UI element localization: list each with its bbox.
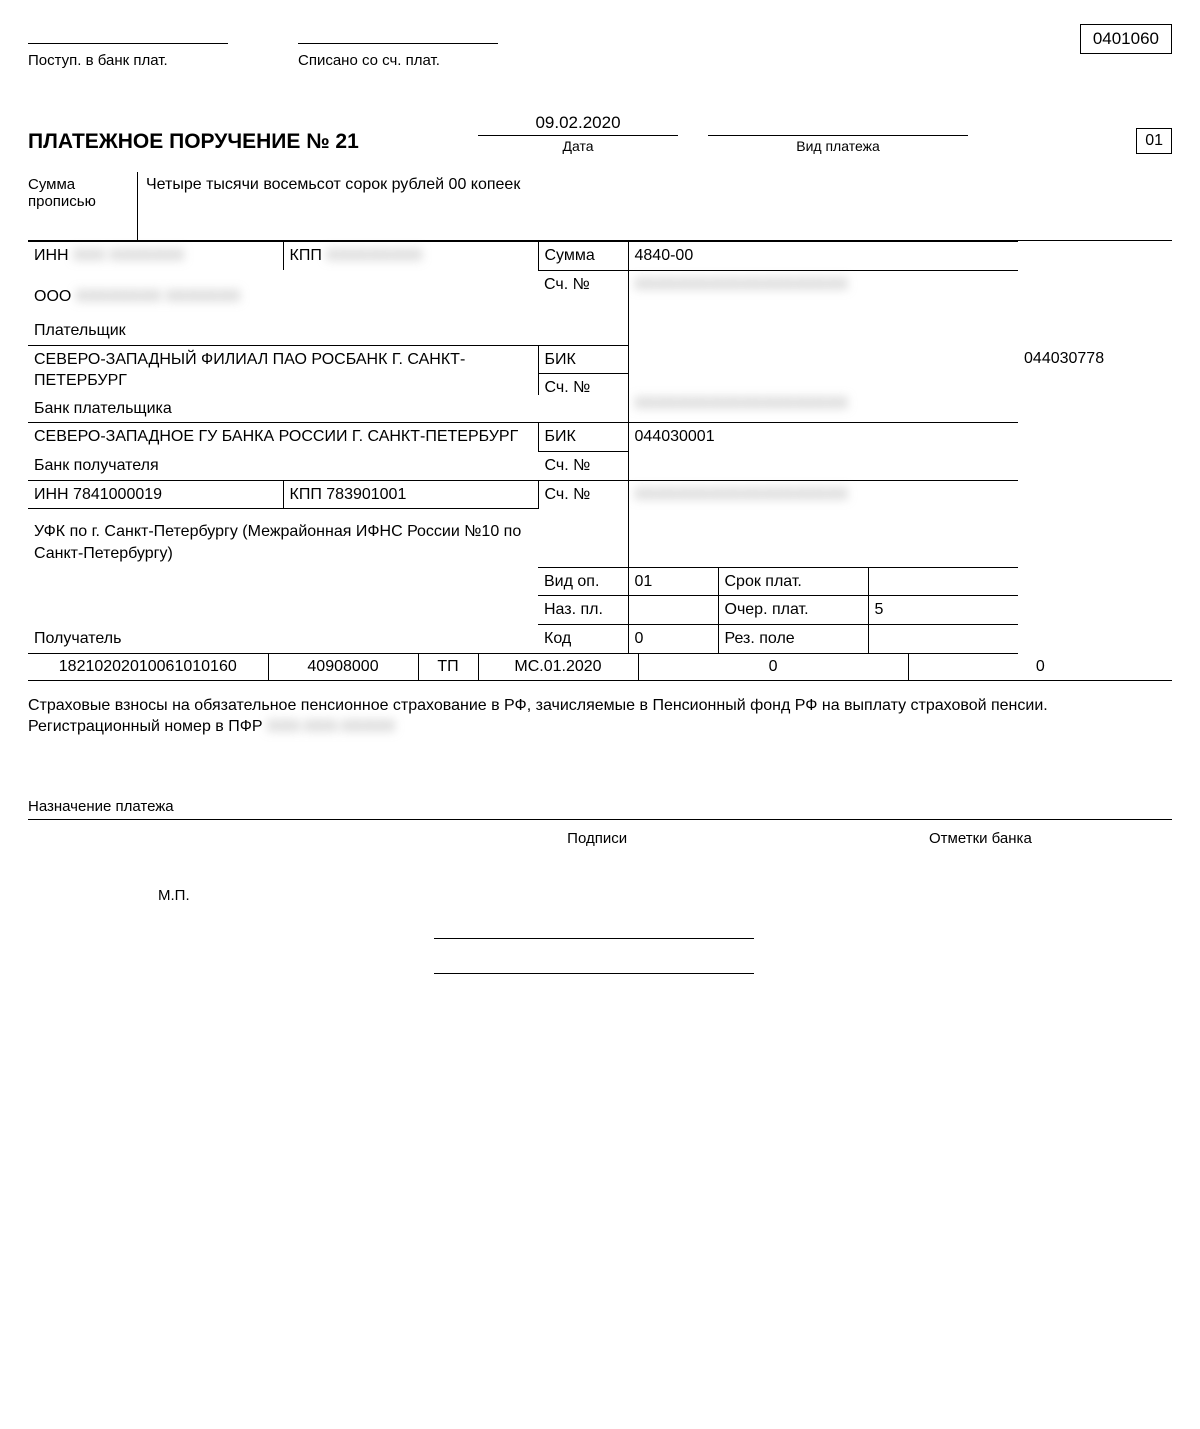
tax-doc-num: 0 (638, 654, 908, 681)
footer-row: Подписи Отметки банка (28, 830, 1172, 847)
vid-op-label: Вид оп. (538, 567, 628, 596)
doc-title: ПЛАТЕЖНОЕ ПОРУЧЕНИЕ № 21 (28, 130, 478, 154)
payer-kpp-label: КПП (290, 247, 322, 264)
payee-bank-bik-label: БИК (538, 423, 628, 452)
payee-acct-label: Сч. № (538, 480, 628, 567)
kod-label: Код (538, 625, 628, 654)
priority-code: 01 (1136, 128, 1172, 154)
payer-inn-value: XXX XXXXXXX (73, 247, 184, 264)
title-row: ПЛАТЕЖНОЕ ПОРУЧЕНИЕ № 21 09.02.2020 Дата… (28, 113, 1172, 154)
sum-words-label: Сумма прописью (28, 172, 138, 240)
sum-words-row: Сумма прописью Четыре тысячи восемьсот с… (28, 172, 1172, 241)
debited-slot (298, 24, 498, 44)
payee-role: Получатель (28, 567, 538, 653)
payer-inn-label: ИНН (34, 247, 69, 264)
payer-bank-role: Банк плательщика (28, 395, 538, 423)
payer-bank-acct-label: Сч. № (538, 374, 628, 423)
payment-type-value (708, 113, 968, 136)
payer-role-label: Плательщик (28, 314, 538, 345)
mp-label: М.П. (158, 887, 1172, 904)
payee-bank-acct (628, 451, 1018, 480)
payer-kpp: КПП XXXXXXXXX (283, 242, 538, 270)
signature-line-2 (434, 973, 754, 974)
ocher: 5 (868, 596, 1018, 625)
payee-bank-name: СЕВЕРО-ЗАПАДНОЕ ГУ БАНКА РОССИИ Г. САНКТ… (28, 423, 538, 452)
payer-inn: ИНН XXX XXXXXXX (28, 242, 283, 270)
srok (868, 567, 1018, 596)
received-label: Поступ. в банк плат. (28, 48, 268, 69)
purpose-reg-num: XXX-XXX-XXXXX (267, 718, 395, 735)
header-row: Поступ. в банк плат. Списано со сч. плат… (28, 24, 1172, 69)
payment-type-label: Вид платежа (708, 136, 968, 154)
purpose-text: Страховые взносы на обязательное пенсион… (28, 695, 1172, 738)
rez (868, 625, 1018, 654)
srok-label: Срок плат. (718, 567, 868, 596)
doc-date: 09.02.2020 (478, 113, 678, 136)
vid-op: 01 (628, 567, 718, 596)
purpose-label: Назначение платежа (28, 798, 1172, 820)
payer-kpp-value: XXXXXXXXX (326, 247, 422, 264)
naz-label: Наз. пл. (538, 596, 628, 625)
tax-doc-date: 0 (908, 654, 1172, 681)
rez-label: Рез. поле (718, 625, 868, 654)
payee-bank-acct-label: Сч. № (538, 451, 628, 480)
payee-name: УФК по г. Санкт-Петербургу (Межрайонная … (28, 509, 538, 568)
payee-acct: XXXXXXXXXXXXXXXXXXXX (628, 480, 1018, 567)
ocher-label: Очер. плат. (718, 596, 868, 625)
form-code: 0401060 (1080, 24, 1172, 54)
payee-bank-bik: 044030001 (628, 423, 1018, 452)
payer-name-value: XXXXXXXX XXXXXXX (76, 288, 241, 305)
tax-oktmo: 40908000 (268, 654, 418, 681)
payee-inn: ИНН 7841000019 (28, 480, 283, 509)
tax-period: МС.01.2020 (478, 654, 638, 681)
received-slot (28, 24, 228, 44)
tax-basis: ТП (418, 654, 478, 681)
date-label: Дата (478, 136, 678, 154)
payer-name: ООО XXXXXXXX XXXXXXX (28, 270, 538, 315)
payee-bank-role: Банк получателя (28, 451, 538, 480)
tax-kbk: 18210202010061010160 (28, 654, 268, 681)
payer-bank-acct: XXXXXXXXXXXXXXXXXXXX (628, 374, 1018, 423)
tax-row: 18210202010061010160 40908000 ТП МС.01.2… (28, 654, 1172, 681)
sum-value: 4840-00 (628, 242, 1018, 271)
debited-label: Списано со сч. плат. (298, 48, 558, 69)
main-grid: ИНН XXX XXXXXXX КПП XXXXXXXXX Сумма 4840… (28, 241, 1172, 654)
bank-marks-label: Отметки банка (789, 830, 1172, 847)
sum-label: Сумма (538, 242, 628, 271)
sum-words-value: Четыре тысячи восемьсот сорок рублей 00 … (138, 172, 1172, 240)
signatures-label: Подписи (406, 830, 789, 847)
kod: 0 (628, 625, 718, 654)
payer-acct-label: Сч. № (538, 270, 628, 345)
naz (628, 596, 718, 625)
payer-acct-value: XXXXXXXXXXXXXXXXXXXX (628, 270, 1018, 374)
payee-kpp: КПП 783901001 (283, 480, 538, 509)
payer-name-prefix: ООО (34, 288, 71, 305)
payer-bank-bik-label: БИК (538, 345, 628, 374)
payer-bank-name: СЕВЕРО-ЗАПАДНЫЙ ФИЛИАЛ ПАО РОСБАНК Г. СА… (28, 345, 538, 395)
purpose-text-a: Страховые взносы на обязательное пенсион… (28, 697, 1048, 736)
payer-bank-bik: 044030778 (1018, 345, 1172, 374)
